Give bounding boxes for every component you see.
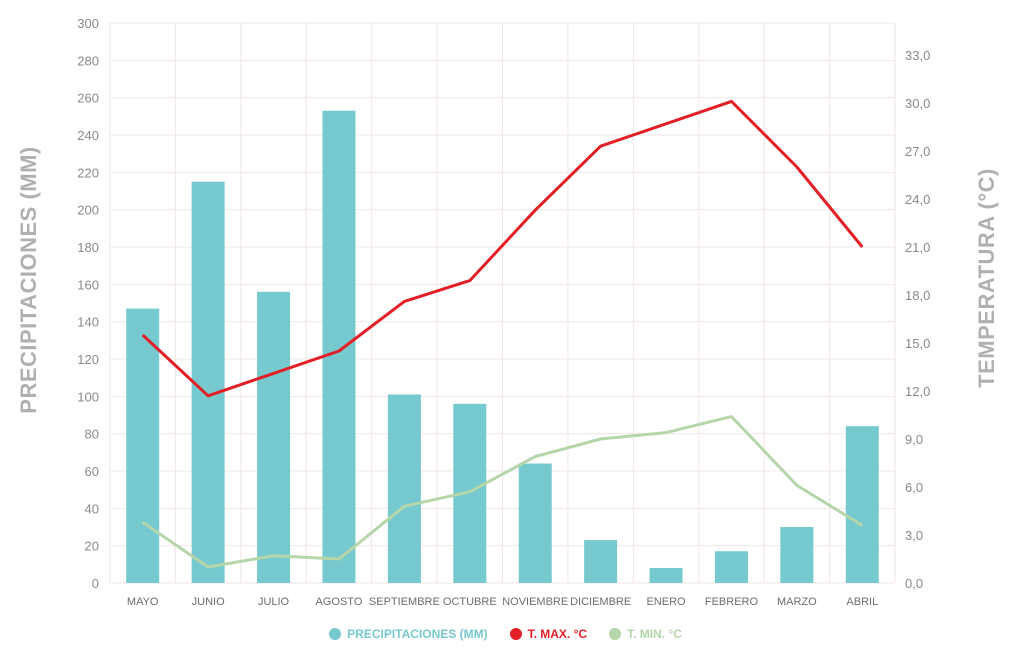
bar-noviembre	[518, 463, 552, 583]
y2-tick-label: 3,0	[905, 528, 923, 543]
temperature-lines	[141, 99, 864, 569]
x-tick-label: MAYO	[127, 596, 159, 608]
y2-tick-label: 15,0	[905, 336, 930, 351]
y-tick-label: 0	[92, 576, 99, 591]
y-tick-label: 20	[85, 539, 99, 554]
y-tick-label: 220	[77, 165, 99, 180]
y-tick-label: 180	[77, 240, 99, 255]
legend-item-tmin: T. MIN. °C	[609, 627, 682, 641]
x-tick-label: JULIO	[258, 596, 290, 608]
bar-enero	[649, 568, 683, 583]
x-tick-label: NOVIEMBRE	[502, 596, 568, 608]
x-tick-label: OCTUBRE	[443, 596, 497, 608]
x-tick-label: AGOSTO	[316, 596, 363, 608]
bar-abril	[845, 426, 879, 583]
y-tick-label: 200	[77, 203, 99, 218]
y-tick-label: 240	[77, 128, 99, 143]
y-tick-label: 300	[77, 16, 99, 31]
y-tick-label: 260	[77, 91, 99, 106]
y-tick-label: 100	[77, 389, 99, 404]
left-axis-title: PRECIPITACIONES (MM)	[16, 146, 41, 413]
x-tick-label: ABRIL	[846, 596, 878, 608]
y-tick-label: 120	[77, 352, 99, 367]
x-tick-label: FEBRERO	[705, 596, 759, 608]
bar-diciembre	[584, 540, 618, 583]
bar-septiembre	[387, 394, 421, 583]
grid-lines	[109, 22, 896, 584]
y2-tick-label: 6,0	[905, 480, 923, 495]
x-tick-label: MARZO	[777, 596, 817, 608]
left-axis-ticks: 0 20 40 60 80 100 120 140 160 180 200 220 240 260 280 3…	[77, 16, 99, 591]
y2-tick-label: 12,0	[905, 384, 930, 399]
legend-label-tmin: T. MIN. °C	[627, 627, 682, 641]
bar-mayo	[126, 308, 160, 583]
tmax-line	[141, 99, 864, 398]
right-axis-ticks: 0,0 3,0 6,0 9,0 12,0 15,0 18,0 21,0 24,0 27,0 30,0…	[905, 48, 930, 591]
y-tick-label: 140	[77, 315, 99, 330]
y2-tick-label: 9,0	[905, 432, 923, 447]
category-labels: MAYO JUNIO JULIO AGOSTO SEPTIEMBRE OCTUBRE NOV…	[127, 596, 878, 608]
y2-tick-label: 18,0	[905, 288, 930, 303]
y2-tick-label: 27,0	[905, 144, 930, 159]
y2-tick-label: 30,0	[905, 96, 930, 111]
bar-febrero	[714, 551, 748, 583]
y2-tick-label: 0,0	[905, 576, 923, 591]
legend-swatch-tmax	[509, 628, 522, 640]
legend-swatch-precipitation	[329, 628, 342, 640]
y-tick-label: 80	[85, 427, 99, 442]
x-tick-label: JUNIO	[192, 596, 225, 608]
tmin-line	[141, 415, 864, 569]
x-tick-label: SEPTIEMBRE	[369, 596, 440, 608]
y2-tick-label: 21,0	[905, 240, 930, 255]
legend-item-tmax: T. MAX. °C	[509, 627, 588, 641]
legend: PRECIPITACIONES (MM) T. MAX. °C T. MIN. …	[0, 627, 1011, 641]
right-axis-title: TEMPERATURA (°C)	[974, 168, 999, 388]
y2-tick-label: 24,0	[905, 192, 930, 207]
y-tick-label: 60	[85, 464, 99, 479]
bar-junio	[191, 181, 225, 583]
x-tick-label: ENERO	[646, 596, 686, 608]
y-tick-label: 40	[85, 501, 99, 516]
legend-label-tmax: T. MAX. °C	[527, 627, 588, 641]
legend-label-precipitation: PRECIPITACIONES (MM)	[347, 627, 488, 641]
climate-chart: 0 20 40 60 80 100 120 140 160 180 200 220 240 260 280 3…	[16, 16, 999, 608]
bar-julio	[257, 291, 291, 583]
y-tick-label: 160	[77, 277, 99, 292]
legend-swatch-tmin	[609, 628, 622, 640]
y2-tick-label: 33,0	[905, 48, 930, 63]
y-tick-label: 280	[77, 53, 99, 68]
bar-agosto	[322, 110, 356, 583]
legend-item-precipitation: PRECIPITACIONES (MM)	[329, 627, 488, 641]
precipitation-bars	[126, 110, 879, 583]
bar-marzo	[780, 527, 814, 583]
x-tick-label: DICIEMBRE	[570, 596, 631, 608]
